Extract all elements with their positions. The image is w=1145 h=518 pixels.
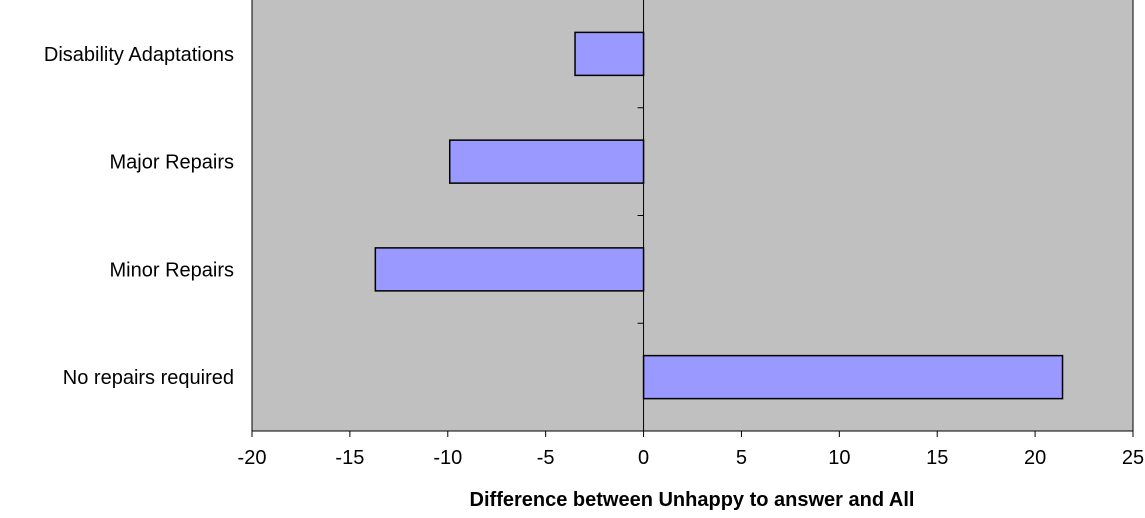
x-tick-label: 5 (736, 447, 747, 469)
category-ticks (637, 107, 644, 324)
x-tick-label: 25 (1122, 447, 1144, 469)
x-tick-label: 10 (828, 447, 850, 469)
x-tick-label: 20 (1024, 447, 1046, 469)
x-tick-label: -20 (238, 447, 267, 469)
bar-no-repairs-required (642, 354, 1064, 400)
x-tick-label: 0 (638, 447, 649, 469)
x-ticks (251, 431, 1134, 437)
category-label: No repairs required (63, 367, 234, 389)
category-label: Major Repairs (110, 152, 234, 174)
x-axis-title: Difference between Unhappy to answer and… (470, 489, 915, 511)
bar-minor-repairs (374, 247, 645, 292)
x-tick-label: -15 (335, 447, 364, 469)
x-tick-labels: -20 -15 -10 -5 0 5 10 15 20 25 (238, 447, 1145, 469)
x-tick-label: 15 (926, 447, 948, 469)
x-tick-label: -10 (433, 447, 462, 469)
category-label: Minor Repairs (110, 259, 234, 281)
bars-group (374, 31, 1064, 400)
category-labels: Disability Adaptations Major Repairs Minor… (44, 44, 234, 389)
category-label: Disability Adaptations (44, 44, 234, 66)
bar-disability-adaptations (574, 31, 645, 77)
x-tick-label: -5 (537, 447, 555, 469)
bar-major-repairs (448, 139, 645, 184)
